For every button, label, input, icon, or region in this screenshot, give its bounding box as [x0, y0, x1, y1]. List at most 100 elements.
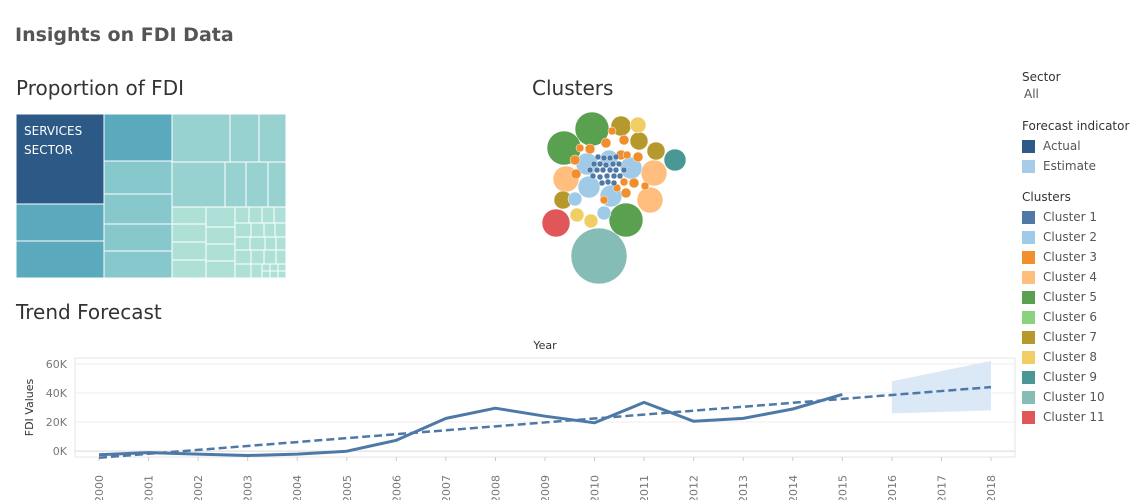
cluster-legend-swatch [1022, 390, 1035, 404]
actual-point[interactable] [790, 406, 796, 412]
cluster-bubble[interactable] [607, 126, 617, 136]
treemap-cell[interactable] [15, 203, 105, 242]
x-tick-label: 2006 [390, 475, 403, 500]
cluster-bubble[interactable] [570, 168, 582, 180]
cluster-bubble[interactable] [610, 179, 618, 187]
x-tick-label: 2007 [440, 475, 453, 500]
cluster-legend-item[interactable]: Cluster 3 [1022, 247, 1137, 267]
dashboard-title: Insights on FDI Data [15, 24, 234, 46]
cluster-bubble[interactable] [590, 160, 598, 168]
treemap-cell[interactable] [229, 113, 260, 163]
actual-point[interactable] [542, 413, 548, 419]
cluster-legend-item[interactable]: Cluster 1 [1022, 207, 1137, 227]
cluster-bubble[interactable] [618, 134, 630, 146]
x-tick-label: 2010 [589, 475, 602, 500]
cluster-bubble[interactable] [646, 141, 666, 161]
trend-line[interactable] [98, 385, 992, 459]
cluster-bubble[interactable] [584, 143, 596, 155]
cluster-bubble[interactable] [541, 208, 571, 238]
actual-point[interactable] [96, 452, 102, 458]
cluster-legend-item[interactable]: Cluster 8 [1022, 347, 1137, 367]
x-tick-label: 2011 [638, 475, 651, 500]
cluster-bubble[interactable] [619, 177, 629, 187]
cluster-bubble[interactable] [598, 179, 606, 187]
treemap-cell[interactable] [277, 270, 287, 279]
actual-point[interactable] [641, 399, 647, 405]
cluster-bubble[interactable] [577, 175, 601, 199]
x-tick-label: 2000 [93, 475, 106, 500]
cluster-bubble[interactable] [600, 137, 612, 149]
cluster-bubble[interactable] [596, 205, 612, 221]
cluster-bubble[interactable] [567, 191, 583, 207]
treemap-cell[interactable] [15, 113, 105, 205]
actual-point[interactable] [691, 418, 697, 424]
cluster-bubble[interactable] [640, 181, 650, 191]
treemap-cell[interactable] [103, 250, 173, 279]
sector-filter-value[interactable]: All [1024, 87, 1039, 101]
cluster-bubble[interactable] [620, 166, 628, 174]
y-tick-label: 40K [46, 387, 68, 400]
sector-filter[interactable]: Sector All [1022, 70, 1137, 101]
actual-point[interactable] [393, 437, 399, 443]
y-tick-label: 20K [46, 416, 68, 429]
actual-point[interactable] [195, 451, 201, 457]
cluster-bubble[interactable] [628, 177, 640, 189]
cluster-bubble[interactable] [612, 153, 620, 161]
cluster-legend-swatch [1022, 270, 1035, 284]
actual-point[interactable] [344, 448, 350, 454]
cluster-legend-swatch [1022, 210, 1035, 224]
treemap-cell[interactable] [171, 161, 226, 208]
actual-point[interactable] [294, 451, 300, 457]
cluster-bubble[interactable] [636, 186, 664, 214]
cluster-bubble[interactable] [586, 166, 594, 174]
cluster-bubble[interactable] [663, 148, 687, 172]
x-tick-label: 2014 [787, 475, 800, 500]
cluster-bubble[interactable] [608, 202, 644, 238]
cluster-legend-item[interactable]: Cluster 4 [1022, 267, 1137, 287]
cluster-bubble[interactable] [569, 207, 585, 223]
cluster-legend-item[interactable]: Cluster 6 [1022, 307, 1137, 327]
cluster-bubble[interactable] [599, 195, 609, 205]
cluster-bubble[interactable] [620, 187, 632, 199]
cluster-bubble[interactable] [594, 153, 602, 161]
actual-point[interactable] [492, 405, 498, 411]
actual-point[interactable] [146, 450, 152, 456]
forecast-legend-item[interactable]: Estimate [1022, 156, 1137, 176]
cluster-bubble[interactable] [632, 151, 644, 163]
actual-point[interactable] [740, 415, 746, 421]
cluster-bubble[interactable] [615, 160, 623, 168]
cluster-legend-label: Cluster 11 [1043, 410, 1105, 424]
cluster-bubble[interactable] [629, 116, 647, 134]
cluster-bubble[interactable] [583, 213, 599, 229]
forecast-legend-item[interactable]: Actual [1022, 136, 1137, 156]
treemap-cell[interactable] [258, 113, 287, 163]
cluster-bubble[interactable] [622, 150, 632, 160]
cluster-legend-item[interactable]: Cluster 11 [1022, 407, 1137, 427]
actual-point[interactable] [839, 391, 845, 397]
cluster-bubble[interactable] [593, 166, 601, 174]
actual-point[interactable] [245, 453, 251, 459]
clusters-sheet-title: Clusters [532, 76, 614, 100]
cluster-legend-item[interactable]: Cluster 9 [1022, 367, 1137, 387]
cluster-bubble[interactable] [612, 166, 620, 174]
cluster-legend-item[interactable]: Cluster 7 [1022, 327, 1137, 347]
cluster-bubble[interactable] [575, 143, 585, 153]
cluster-bubble[interactable] [616, 172, 624, 180]
treemap-cell[interactable] [103, 113, 173, 162]
cluster-bubble[interactable] [596, 173, 604, 181]
cluster-legend-item[interactable]: Cluster 5 [1022, 287, 1137, 307]
cluster-bubble[interactable] [569, 154, 581, 166]
treemap-cell[interactable] [103, 160, 173, 195]
cluster-legend-item[interactable]: Cluster 10 [1022, 387, 1137, 407]
actual-point[interactable] [443, 415, 449, 421]
actual-point[interactable] [592, 420, 598, 426]
cluster-legend-item[interactable]: Cluster 2 [1022, 227, 1137, 247]
cluster-bubble[interactable] [570, 227, 628, 285]
actual-line[interactable] [98, 392, 843, 457]
cluster-bubble[interactable] [589, 172, 597, 180]
estimate-band[interactable] [891, 360, 991, 414]
treemap-cell[interactable] [171, 113, 231, 163]
